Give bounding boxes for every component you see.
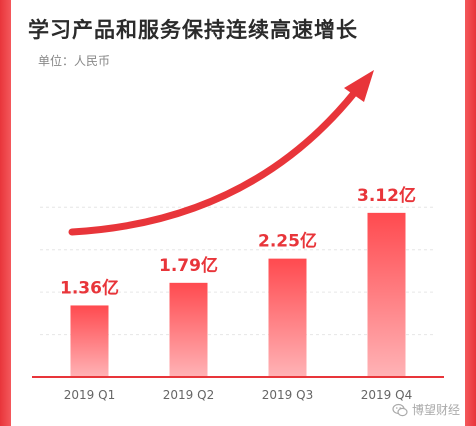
x-tick-label: 2019 Q4 bbox=[361, 388, 412, 402]
bars bbox=[70, 212, 406, 377]
trend-arrow-head bbox=[344, 70, 374, 102]
bar-value-label: 1.36亿 bbox=[60, 277, 119, 298]
bar bbox=[70, 305, 109, 377]
bar bbox=[268, 258, 307, 377]
x-axis: 2019 Q1 2019 Q2 2019 Q3 2019 Q4 bbox=[32, 376, 444, 402]
watermark-text: 博望财经 bbox=[411, 403, 460, 417]
chart-title: 学习产品和服务保持连续高速增长 bbox=[28, 18, 358, 42]
trend-arrow-shaft bbox=[68, 88, 359, 236]
bar-value-label: 3.12亿 bbox=[357, 185, 416, 206]
wechat-icon bbox=[392, 403, 408, 416]
watermark: 博望财经 bbox=[392, 401, 460, 418]
x-tick-label: 2019 Q1 bbox=[64, 388, 115, 402]
bar-value-label: 1.79亿 bbox=[159, 255, 218, 276]
trend-arrow bbox=[68, 70, 374, 236]
x-tick-label: 2019 Q2 bbox=[163, 388, 214, 402]
bar-value-label: 2.25亿 bbox=[258, 231, 317, 252]
right-frame-border bbox=[465, 0, 476, 426]
bar bbox=[367, 212, 406, 377]
unit-label: 单位：人民币 bbox=[38, 54, 111, 68]
data-labels: 1.36亿 1.79亿 2.25亿 3.12亿 bbox=[60, 185, 416, 299]
x-tick-label: 2019 Q3 bbox=[262, 388, 313, 402]
left-frame-border bbox=[0, 0, 11, 426]
bar bbox=[169, 282, 208, 377]
